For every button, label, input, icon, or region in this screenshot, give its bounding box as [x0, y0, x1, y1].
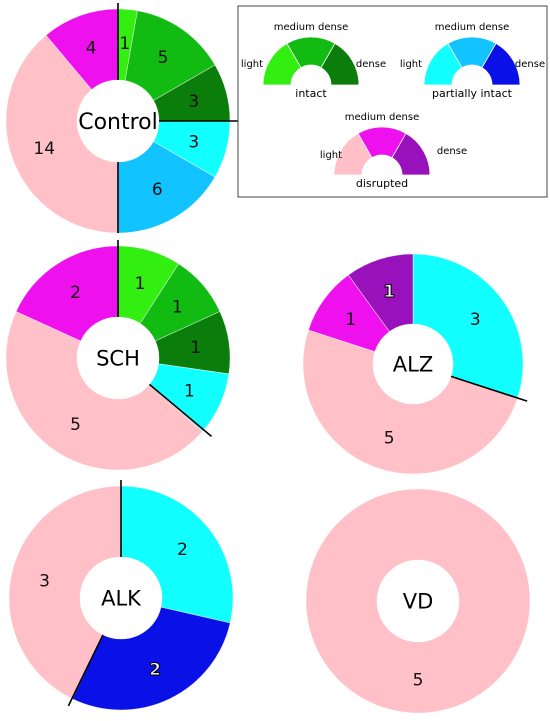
legend-intact: light medium dense dense intact [241, 22, 386, 100]
legend-intact-medium-label: medium dense [274, 22, 348, 33]
value-label-alz-disrupted-light: 5 [384, 428, 395, 448]
legend-disrupted-dense-label: dense [437, 146, 467, 157]
divider-line-alz-0 [450, 375, 528, 402]
value-label-alz-partially-intact-light: 3 [470, 310, 481, 330]
donut-title-vd: VD [403, 590, 434, 614]
value-label-control-intact-light: 1 [119, 34, 130, 54]
value-label-control-intact-medium-dense: 5 [158, 48, 169, 68]
value-label-sch-disrupted-light: 5 [70, 415, 81, 435]
legend-intact-title: intact [295, 87, 327, 100]
value-label-alz-disrupted-dense: 1 [383, 282, 395, 302]
divider-line-alk-1 [67, 634, 104, 707]
legend-disrupted: light medium dense dense disrupted [320, 112, 467, 190]
legend-disrupted-medium-label: medium dense [345, 112, 419, 123]
value-label-alk-partially-intact-light: 2 [177, 540, 188, 560]
legend-disrupted-title: disrupted [356, 177, 408, 190]
divider-line-sch-1 [148, 383, 213, 438]
value-label-control-disrupted-light: 14 [33, 139, 55, 159]
legend-intact-dense-label: dense [356, 59, 386, 70]
legend-disrupted-light-label: light [320, 150, 342, 161]
donut-hole-alk [80, 557, 162, 639]
value-label-vd-disrupted-light: 5 [413, 671, 424, 691]
legend-intact-light-label: light [241, 59, 263, 70]
value-label-alz-disrupted-medium-dense: 1 [345, 310, 356, 330]
donut-hole-alz [373, 324, 453, 404]
value-label-sch-partially-intact-light: 1 [184, 382, 195, 402]
donut-hole-vd [377, 560, 459, 642]
value-label-sch-disrupted-medium-dense: 2 [70, 283, 81, 303]
value-label-sch-intact-light: 1 [135, 274, 146, 294]
legend-swatch-disrupted-dense [391, 132, 431, 176]
legend-partially-intact-gauge [423, 36, 521, 86]
legend-swatch-intact-dense [320, 42, 360, 86]
legend-partially-intact-dense-label: dense [515, 59, 545, 70]
legend-partially-intact-light-label: light [400, 59, 422, 70]
value-label-control-partially-intact-medium-dense: 6 [152, 180, 163, 200]
value-label-sch-intact-dense: 1 [190, 338, 201, 358]
legend-disrupted-gauge [333, 126, 431, 176]
legend-partially-intact-medium-label: medium dense [435, 22, 509, 33]
legend-panel: light medium dense dense intact light me… [237, 5, 548, 198]
legend-frame [237, 5, 548, 198]
legend-swatch-partially-intact-dense [481, 42, 521, 86]
donut-alz: 3 5 1 1 ALZ [302, 253, 528, 475]
value-label-control-intact-dense: 3 [188, 92, 199, 112]
legend-partially-intact: light medium dense dense partially intac… [400, 22, 545, 100]
donut-hole-control [77, 80, 159, 162]
donut-title-alk: ALK [101, 587, 142, 611]
donut-title-control: Control [78, 110, 158, 135]
value-label-alk-disrupted-light: 3 [39, 572, 50, 592]
donut-title-sch: SCH [96, 347, 140, 371]
donut-alk: 2 2 3 ALK [8, 480, 234, 711]
donut-hole-sch [77, 317, 159, 399]
value-label-alk-partially-intact-dense: 2 [149, 660, 161, 680]
legend-partially-intact-title: partially intact [432, 87, 513, 100]
donut-title-alz: ALZ [393, 353, 433, 377]
value-label-control-partially-intact-light: 3 [188, 132, 199, 152]
value-label-sch-intact-medium-dense: 1 [172, 298, 183, 318]
donut-vd: 5 VD [305, 488, 531, 714]
donut-control: 1 5 3 3 6 14 4 Control [5, 3, 238, 234]
legend-intact-gauge [262, 36, 360, 86]
value-label-control-disrupted-medium-dense: 4 [86, 38, 97, 58]
